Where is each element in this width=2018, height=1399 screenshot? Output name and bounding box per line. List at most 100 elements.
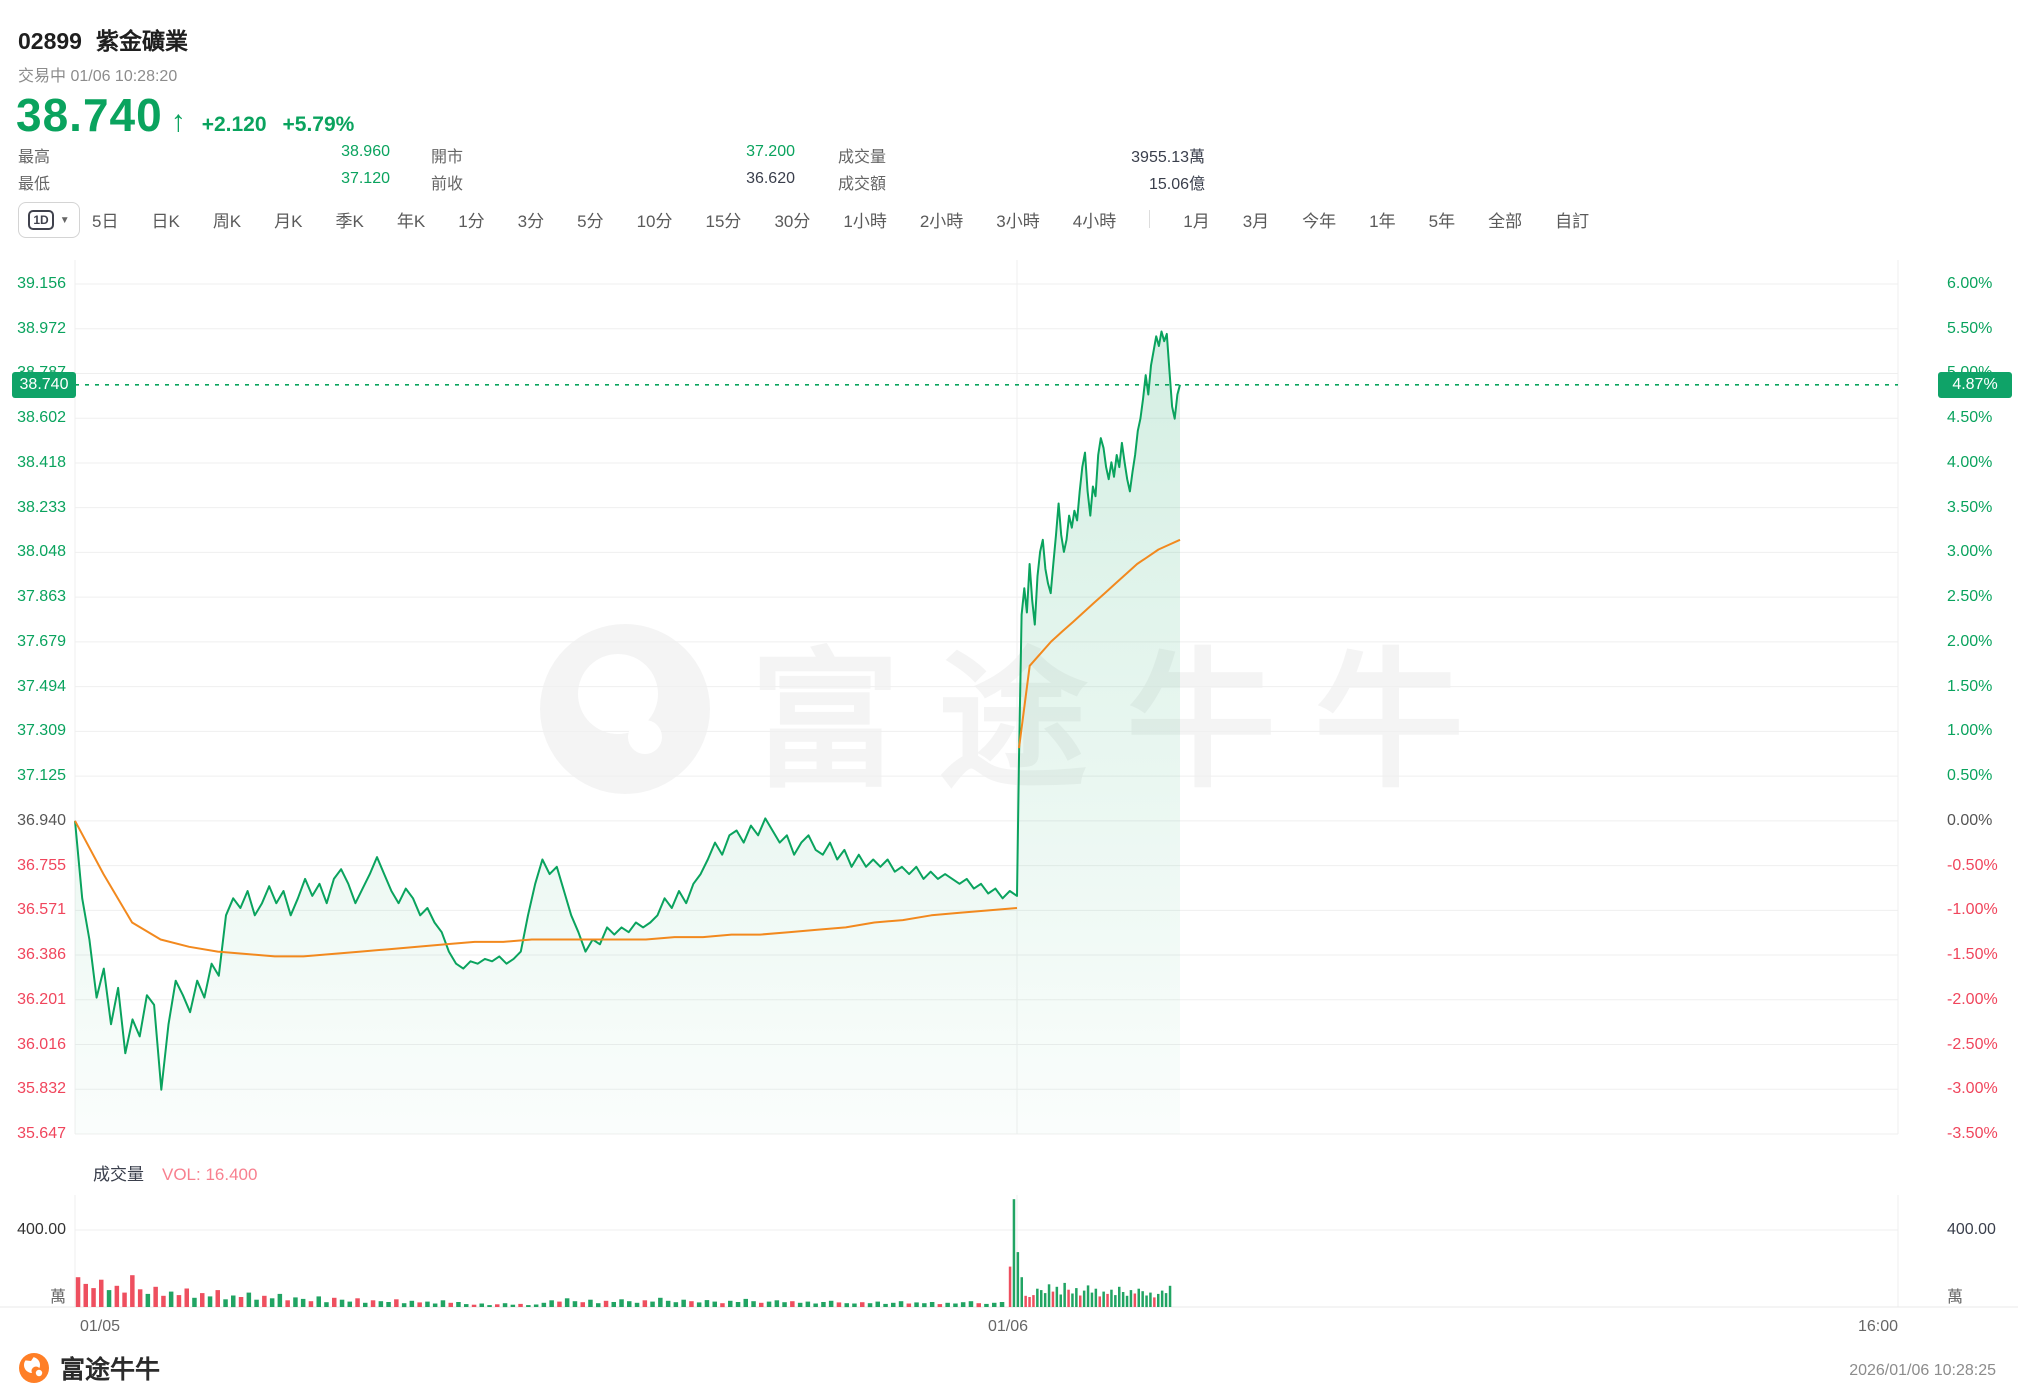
period-tab[interactable]: 季K bbox=[335, 211, 364, 231]
y-axis-label-price: 37.863 bbox=[17, 588, 66, 606]
period-tab[interactable]: 15分 bbox=[705, 211, 742, 231]
y-axis-label-price: 37.309 bbox=[17, 722, 66, 740]
stat-label: 最低 bbox=[18, 176, 51, 193]
y-axis-label-price: 39.156 bbox=[17, 275, 66, 292]
y-axis-label-pct: 2.00% bbox=[1947, 632, 1993, 650]
volume-unit-left: 萬 bbox=[49, 1289, 66, 1306]
y-axis-label-pct: 0.50% bbox=[1947, 767, 1993, 785]
y-axis-label-price: 35.832 bbox=[17, 1080, 66, 1098]
y-axis-label-pct: 3.00% bbox=[1947, 543, 1993, 561]
y-axis-label-pct: -1.00% bbox=[1947, 901, 1998, 919]
y-axis-label-pct: -3.00% bbox=[1947, 1080, 1998, 1098]
page-title: 02899 紫金礦業 bbox=[18, 22, 188, 56]
volume-axis-right: 400.00 bbox=[1947, 1221, 1996, 1238]
y-axis-label-price: 37.679 bbox=[17, 632, 66, 650]
volume-unit-right: 萬 bbox=[1947, 1289, 1964, 1306]
period-tab[interactable]: 日K bbox=[151, 211, 180, 231]
x-label-end: 16:00 bbox=[1857, 1318, 1898, 1335]
current-pct-badge: 4.87% bbox=[1938, 371, 2012, 398]
period-tab[interactable]: 年K bbox=[396, 211, 426, 231]
y-axis-label-price: 36.201 bbox=[17, 990, 66, 1008]
volume-value-label: VOL: 16.400 bbox=[162, 1165, 258, 1184]
volume-header: 成交量 VOL: 16.400 bbox=[93, 1160, 257, 1185]
y-axis-label-price: 37.494 bbox=[17, 677, 66, 695]
period-chip: 1D bbox=[28, 210, 54, 230]
period-tab[interactable]: 5年 bbox=[1428, 211, 1456, 231]
footer-timestamp: 2026/01/06 10:28:25 bbox=[1849, 1362, 1996, 1379]
y-axis-label-price: 36.016 bbox=[17, 1035, 66, 1053]
period-tab[interactable]: 5分 bbox=[577, 211, 604, 231]
y-axis-label-price: 36.755 bbox=[17, 856, 66, 874]
y-axis-label-price: 38.602 bbox=[17, 409, 66, 427]
y-axis-label-pct: -3.50% bbox=[1947, 1125, 1998, 1142]
stat-value: 36.620 bbox=[746, 170, 795, 187]
price-block: 38.740 ↑ +2.120 +5.79% bbox=[16, 88, 354, 142]
y-axis-label-pct: 6.00% bbox=[1947, 275, 1993, 292]
y-axis-label-pct: 4.50% bbox=[1947, 409, 1993, 427]
y-axis-label-pct: -2.50% bbox=[1947, 1035, 1998, 1053]
stock-name: 紫金礦業 bbox=[95, 28, 188, 54]
stat-value: 38.960 bbox=[341, 143, 390, 160]
period-tab[interactable]: 30分 bbox=[774, 211, 811, 231]
period-tab[interactable]: 1小時 bbox=[843, 211, 887, 231]
period-tab[interactable]: 4小時 bbox=[1072, 211, 1117, 231]
period-tab[interactable]: 5日 bbox=[92, 211, 119, 231]
period-tab[interactable]: 今年 bbox=[1302, 211, 1337, 231]
x-label-day2: 01/06 bbox=[988, 1318, 1029, 1335]
y-axis-label-pct: 4.00% bbox=[1947, 453, 1993, 471]
volume-axis-left: 400.00 bbox=[17, 1221, 66, 1238]
period-tab[interactable]: 2小時 bbox=[919, 211, 964, 231]
stat-label: 開市 bbox=[431, 149, 464, 166]
y-axis-label-price: 37.125 bbox=[17, 767, 66, 785]
period-tab[interactable]: 1分 bbox=[458, 211, 485, 231]
period-tab[interactable]: 10分 bbox=[636, 211, 673, 231]
stat-value: 15.06億 bbox=[1148, 176, 1205, 193]
y-axis-label-pct: 1.00% bbox=[1947, 722, 1993, 740]
up-arrow-icon: ↑ bbox=[170, 105, 186, 138]
y-axis-label-price: 38.233 bbox=[17, 498, 66, 516]
x-label-day1: 01/05 bbox=[80, 1318, 121, 1335]
stat-value: 37.200 bbox=[746, 143, 795, 160]
y-axis-label-pct: -2.00% bbox=[1947, 990, 1998, 1008]
period-tab[interactable]: 3分 bbox=[517, 211, 545, 231]
y-axis-label-price: 36.571 bbox=[17, 901, 66, 919]
period-tab[interactable]: 全部 bbox=[1488, 211, 1523, 231]
price-change: +2.120 bbox=[201, 113, 267, 136]
y-axis-label-price: 36.386 bbox=[17, 946, 66, 964]
period-tab[interactable]: 自訂 bbox=[1555, 211, 1590, 231]
stat-value: 37.120 bbox=[341, 170, 390, 187]
y-axis-label-pct: 1.50% bbox=[1947, 677, 1993, 695]
y-axis-label-price: 38.418 bbox=[17, 453, 66, 471]
stat-label: 前收 bbox=[431, 176, 464, 193]
y-axis-label-pct: 2.50% bbox=[1947, 588, 1993, 606]
y-axis-label-price: 35.647 bbox=[17, 1125, 66, 1142]
period-tab[interactable]: 3月 bbox=[1242, 211, 1270, 231]
y-axis-label-price: 36.940 bbox=[17, 811, 66, 829]
period-tab[interactable]: 1年 bbox=[1369, 211, 1396, 231]
tab-divider bbox=[1149, 210, 1151, 228]
period-dropdown[interactable]: 1D ▼ bbox=[18, 202, 80, 238]
futu-logo-icon bbox=[19, 1353, 49, 1383]
chevron-down-icon: ▼ bbox=[59, 214, 70, 226]
trading-status: 交易中 01/06 10:28:20 bbox=[18, 68, 178, 85]
period-tabs: 5日 日K 周K 月K 季K 年K 1分 3分 5分 10分 15分 30分 1小時 2小時 3小時 4小時 1… bbox=[92, 202, 1589, 236]
stat-label: 成交量 bbox=[838, 149, 887, 166]
footer-brand: 富途牛牛 bbox=[18, 1350, 160, 1386]
volume-title: 成交量 bbox=[93, 1165, 144, 1184]
period-tab[interactable]: 1月 bbox=[1183, 211, 1210, 231]
y-axis-label-price: 38.048 bbox=[17, 543, 66, 561]
stat-label: 最高 bbox=[18, 149, 51, 166]
price-change-pct: +5.79% bbox=[282, 113, 355, 136]
period-tab[interactable]: 月K bbox=[274, 211, 303, 231]
y-axis-label-price: 38.972 bbox=[17, 319, 66, 337]
y-axis-label-pct: -0.50% bbox=[1947, 856, 1998, 874]
brand-name: 富途牛牛 bbox=[60, 1356, 161, 1384]
stock-code: 02899 bbox=[18, 28, 82, 54]
current-price: 38.740 bbox=[16, 89, 163, 141]
y-axis-label-pct: -1.50% bbox=[1947, 946, 1998, 964]
period-tab[interactable]: 周K bbox=[212, 211, 242, 231]
period-tab[interactable]: 3小時 bbox=[996, 211, 1040, 231]
y-axis-label-pct: 5.50% bbox=[1947, 319, 1993, 337]
